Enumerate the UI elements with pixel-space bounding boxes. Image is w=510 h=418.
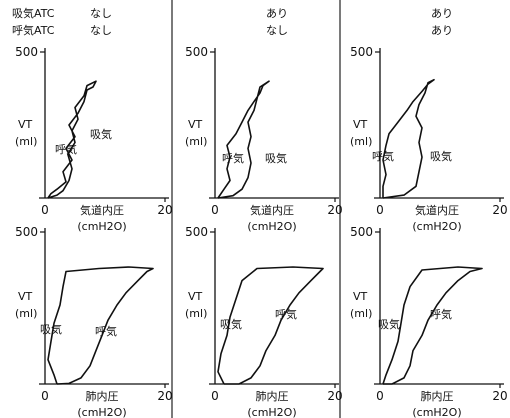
annotation-label: 呼気 [95,324,117,338]
y-axis-label: VT [188,290,203,303]
y-axis-label-unit: (ml) [350,135,372,148]
x-tick-label: 0 [211,389,219,403]
annotation-label: 呼気 [430,307,452,321]
x-tick-label: 20 [492,389,507,403]
header-value: あり [431,7,453,20]
x-tick-label: 20 [327,389,342,403]
x-axis-label-unit: (cmH2O) [247,220,296,233]
x-tick-label: 20 [157,203,172,217]
y-axis-label: VT [353,290,368,303]
y-axis-label: VT [188,118,203,131]
x-axis-label: 気道内圧 [415,203,459,217]
x-axis-label-unit: (cmH2O) [412,220,461,233]
x-axis-label: 気道内圧 [250,203,294,217]
y-axis-label-unit: (ml) [15,307,37,320]
x-axis-label: 気道内圧 [80,203,124,217]
y-axis-label: VT [18,290,33,303]
x-axis-label: 肺内圧 [86,389,119,403]
header-label: 呼気ATC [12,23,55,37]
header-label: 吸気ATC [12,6,55,20]
x-tick-label: 20 [157,389,172,403]
x-axis-label-unit: (cmH2O) [77,220,126,233]
x-axis-label-unit: (cmH2O) [412,406,461,418]
y-tick-label: 500 [15,45,38,59]
y-tick-label: 500 [350,225,373,239]
pv-loop [382,266,483,385]
y-tick-label: 500 [185,45,208,59]
pv-loop [382,78,435,199]
y-axis-label-unit: (ml) [185,307,207,320]
x-tick-label: 20 [492,203,507,217]
annotation-label: 呼気 [372,149,394,163]
header-value: あり [266,7,288,20]
x-tick-label: 0 [41,203,49,217]
x-tick-label: 20 [327,203,342,217]
pv-loop [47,80,97,199]
y-tick-label: 500 [350,45,373,59]
annotation-label: 吸気 [265,151,287,165]
x-axis-label-unit: (cmH2O) [77,406,126,418]
annotation-label: 吸気 [378,317,400,331]
x-axis-label: 肺内圧 [256,389,289,403]
annotation-label: 吸気 [90,127,112,141]
annotation-label: 呼気 [275,307,297,321]
annotation-label: 呼気 [222,151,244,165]
pv-loop [47,266,154,385]
header-value: あり [431,24,453,37]
x-tick-label: 0 [376,389,384,403]
x-tick-label: 0 [376,203,384,217]
header-value: なし [266,24,288,37]
x-tick-label: 0 [211,203,219,217]
x-axis-label: 肺内圧 [421,389,454,403]
x-tick-label: 0 [41,389,49,403]
annotation-label: 吸気 [220,317,242,331]
header-value: なし [90,7,112,20]
y-tick-label: 500 [15,225,38,239]
pv-loop [217,266,324,385]
x-axis-label-unit: (cmH2O) [247,406,296,418]
y-axis-label: VT [18,118,33,131]
y-axis-label-unit: (ml) [185,135,207,148]
header-value: なし [90,24,112,37]
y-axis-label-unit: (ml) [15,135,37,148]
pv-loop [217,80,270,199]
annotation-label: 吸気 [40,322,62,336]
annotation-label: 吸気 [430,149,452,163]
y-tick-label: 500 [185,225,208,239]
annotation-label: 呼気 [55,142,77,156]
y-axis-label: VT [353,118,368,131]
y-axis-label-unit: (ml) [350,307,372,320]
